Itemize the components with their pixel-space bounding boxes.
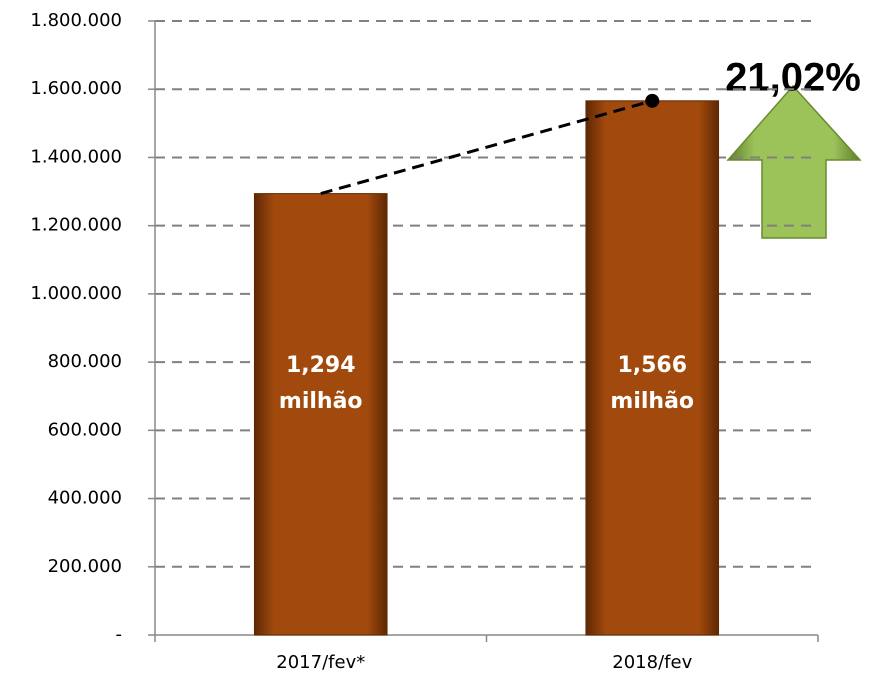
y-tick-label: 1.400.000: [30, 146, 122, 167]
y-tick-label: 400.000: [48, 488, 122, 509]
x-tick-label: 2017/fev*: [276, 652, 365, 673]
y-tick-label: 800.000: [48, 351, 122, 372]
value-label: 1,566 milhão: [610, 353, 695, 414]
up-arrow: [726, 84, 862, 239]
bar: [585, 100, 720, 636]
y-tick-label: 1.000.000: [30, 283, 122, 304]
trend-line: [320, 99, 653, 196]
value-label: 1,294 milhão: [278, 353, 363, 414]
y-tick-label: 1.800.000: [30, 10, 122, 31]
annotation: 21,02%: [725, 56, 861, 100]
trend-dot: [645, 93, 660, 108]
y-tick-label: -: [116, 624, 123, 645]
x-tick-label: 2018/fev: [612, 652, 692, 673]
bar: [253, 193, 388, 636]
y-tick-label: 200.000: [48, 556, 122, 577]
y-tick-label: 600.000: [48, 419, 122, 440]
y-tick-label: 1.600.000: [30, 78, 122, 99]
y-tick-label: 1.200.000: [30, 215, 122, 236]
